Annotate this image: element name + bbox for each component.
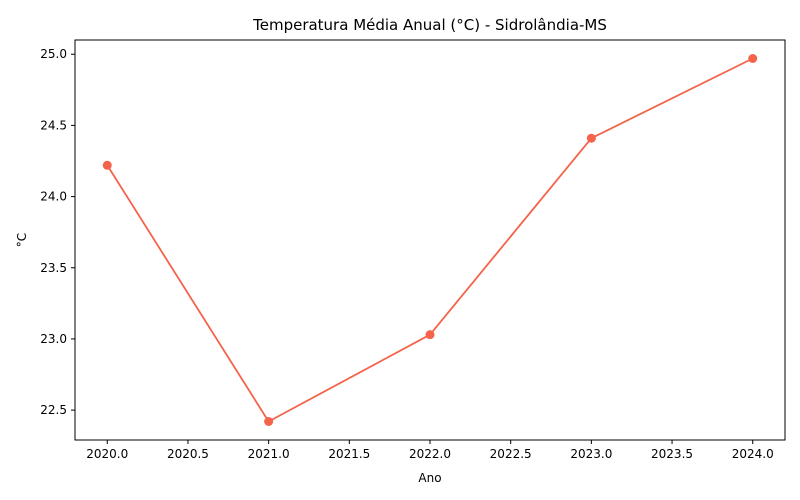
x-tick-label: 2021.0: [248, 447, 290, 461]
x-axis-label: Ano: [418, 471, 441, 485]
x-tick-label: 2020.5: [167, 447, 209, 461]
y-tick-label: 24.5: [40, 118, 67, 132]
x-tick-label: 2024.0: [732, 447, 774, 461]
series-layer: [102, 54, 758, 426]
x-tick-label: 2022.5: [490, 447, 532, 461]
x-tick-label: 2021.5: [328, 447, 370, 461]
y-tick-label: 23.0: [40, 332, 67, 346]
y-tick-label: 22.5: [40, 403, 67, 417]
y-tick-label: 25.0: [40, 47, 67, 61]
data-point: [425, 330, 435, 340]
x-tick-label: 2020.0: [86, 447, 128, 461]
data-point: [264, 416, 274, 426]
data-point: [102, 160, 112, 170]
x-tick-label: 2022.0: [409, 447, 451, 461]
plot-area: [74, 39, 786, 441]
y-axis-label: °C: [15, 233, 29, 247]
y-axis: 22.5 23.0 23.5 24.0 24.5 25.0: [40, 47, 75, 417]
x-tick-label: 2023.5: [651, 447, 693, 461]
x-tick-label: 2023.0: [570, 447, 612, 461]
chart-title: Temperatura Média Anual (°C) - Sidrolând…: [252, 16, 607, 34]
series-line: [106, 57, 754, 423]
x-axis: 2020.0 2020.5 2021.0 2021.5 2022.0 2022.5 2023…: [86, 440, 774, 461]
y-tick-label: 23.5: [40, 261, 67, 275]
data-point: [748, 54, 758, 64]
y-tick-label: 24.0: [40, 190, 67, 204]
data-point: [586, 133, 596, 143]
